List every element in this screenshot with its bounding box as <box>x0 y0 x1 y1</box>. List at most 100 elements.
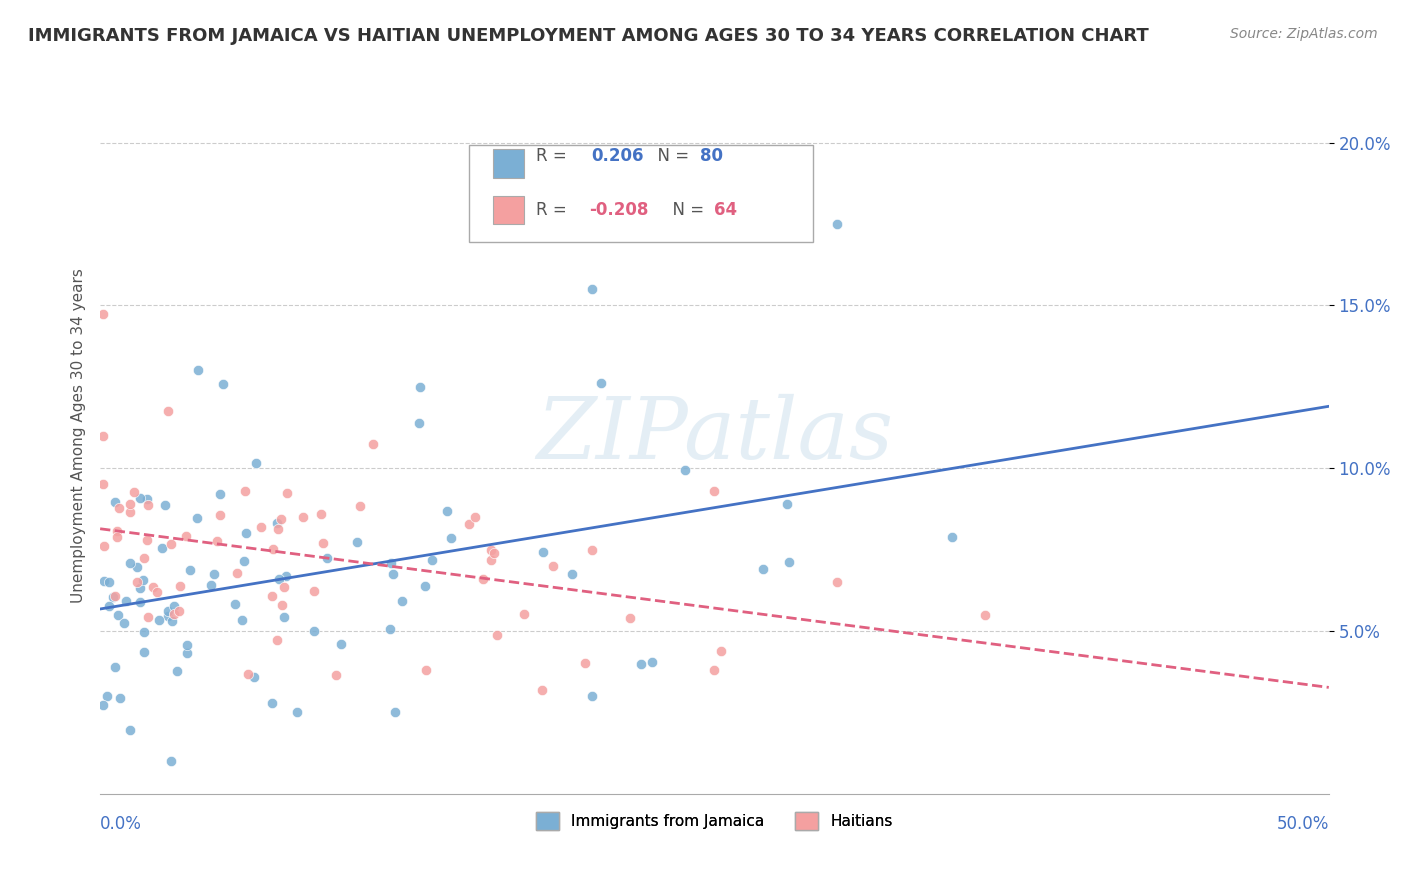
Text: 50.0%: 50.0% <box>1277 815 1329 833</box>
Point <box>270 512 292 526</box>
Point <box>619 610 641 624</box>
Point <box>179 564 201 578</box>
Point <box>703 483 725 498</box>
Text: 80: 80 <box>700 147 723 165</box>
Point <box>187 363 209 377</box>
Point <box>285 706 308 720</box>
Point <box>91 307 114 321</box>
Point <box>243 670 266 684</box>
Point <box>93 574 115 588</box>
Point <box>464 510 486 524</box>
Point <box>543 558 565 573</box>
Point <box>150 541 173 555</box>
Text: N =: N = <box>647 147 695 165</box>
Point <box>309 507 332 521</box>
Point <box>224 597 246 611</box>
Point <box>98 575 121 590</box>
Point <box>167 604 190 618</box>
Point <box>485 628 508 642</box>
Point <box>104 589 127 603</box>
Point <box>408 380 430 394</box>
Point <box>413 579 436 593</box>
Point <box>112 615 135 630</box>
Point <box>273 580 295 594</box>
Point <box>291 510 314 524</box>
Point <box>132 550 155 565</box>
Point <box>107 607 129 622</box>
Point <box>581 542 603 557</box>
Point <box>481 553 503 567</box>
Point <box>202 566 225 581</box>
Point <box>103 590 125 604</box>
Point <box>169 579 191 593</box>
Point <box>125 559 148 574</box>
Point <box>262 542 284 557</box>
Point <box>267 522 290 536</box>
Point <box>361 437 384 451</box>
Point <box>457 516 479 531</box>
Point <box>315 550 337 565</box>
Point <box>776 497 799 511</box>
Point <box>436 504 458 518</box>
Point <box>233 554 256 568</box>
Point <box>136 491 159 506</box>
Point <box>120 497 142 511</box>
Text: Source: ZipAtlas.com: Source: ZipAtlas.com <box>1230 27 1378 41</box>
Point <box>378 622 401 636</box>
Point <box>156 404 179 418</box>
FancyBboxPatch shape <box>468 145 813 243</box>
Point <box>91 476 114 491</box>
Point <box>384 706 406 720</box>
Point <box>581 689 603 703</box>
Point <box>110 690 132 705</box>
Point <box>160 536 183 550</box>
Point <box>235 526 257 541</box>
Point <box>827 217 849 231</box>
Point <box>148 613 170 627</box>
Point <box>132 625 155 640</box>
Text: N =: N = <box>662 201 709 219</box>
Point <box>160 754 183 768</box>
Point <box>205 534 228 549</box>
Point <box>420 552 443 566</box>
Point <box>408 416 430 430</box>
Point <box>236 667 259 681</box>
Y-axis label: Unemployment Among Ages 30 to 34 years: Unemployment Among Ages 30 to 34 years <box>72 268 86 603</box>
Point <box>136 498 159 512</box>
Text: R =: R = <box>536 201 572 219</box>
Point <box>276 486 298 500</box>
Point <box>827 575 849 590</box>
Point <box>269 572 291 586</box>
Point <box>472 572 495 586</box>
Point <box>208 487 231 501</box>
Point <box>941 530 963 544</box>
Point <box>325 668 347 682</box>
Point <box>160 615 183 629</box>
Point <box>531 545 554 559</box>
Point <box>273 609 295 624</box>
Point <box>233 484 256 499</box>
Text: ZIPatlas: ZIPatlas <box>536 394 893 477</box>
Point <box>710 644 733 658</box>
Point <box>174 529 197 543</box>
Point <box>262 696 284 710</box>
Point <box>266 632 288 647</box>
Point <box>128 595 150 609</box>
Point <box>200 578 222 592</box>
Point <box>129 582 152 596</box>
Point <box>122 485 145 500</box>
Point <box>104 495 127 509</box>
Point <box>574 657 596 671</box>
Point <box>245 456 267 470</box>
Point <box>209 508 232 523</box>
Point <box>349 500 371 514</box>
Point <box>132 573 155 587</box>
Point <box>135 533 157 547</box>
Point <box>531 682 554 697</box>
Point <box>260 590 283 604</box>
Point <box>302 624 325 638</box>
FancyBboxPatch shape <box>494 195 524 224</box>
Point <box>226 566 249 580</box>
Point <box>380 556 402 570</box>
Point <box>114 594 136 608</box>
